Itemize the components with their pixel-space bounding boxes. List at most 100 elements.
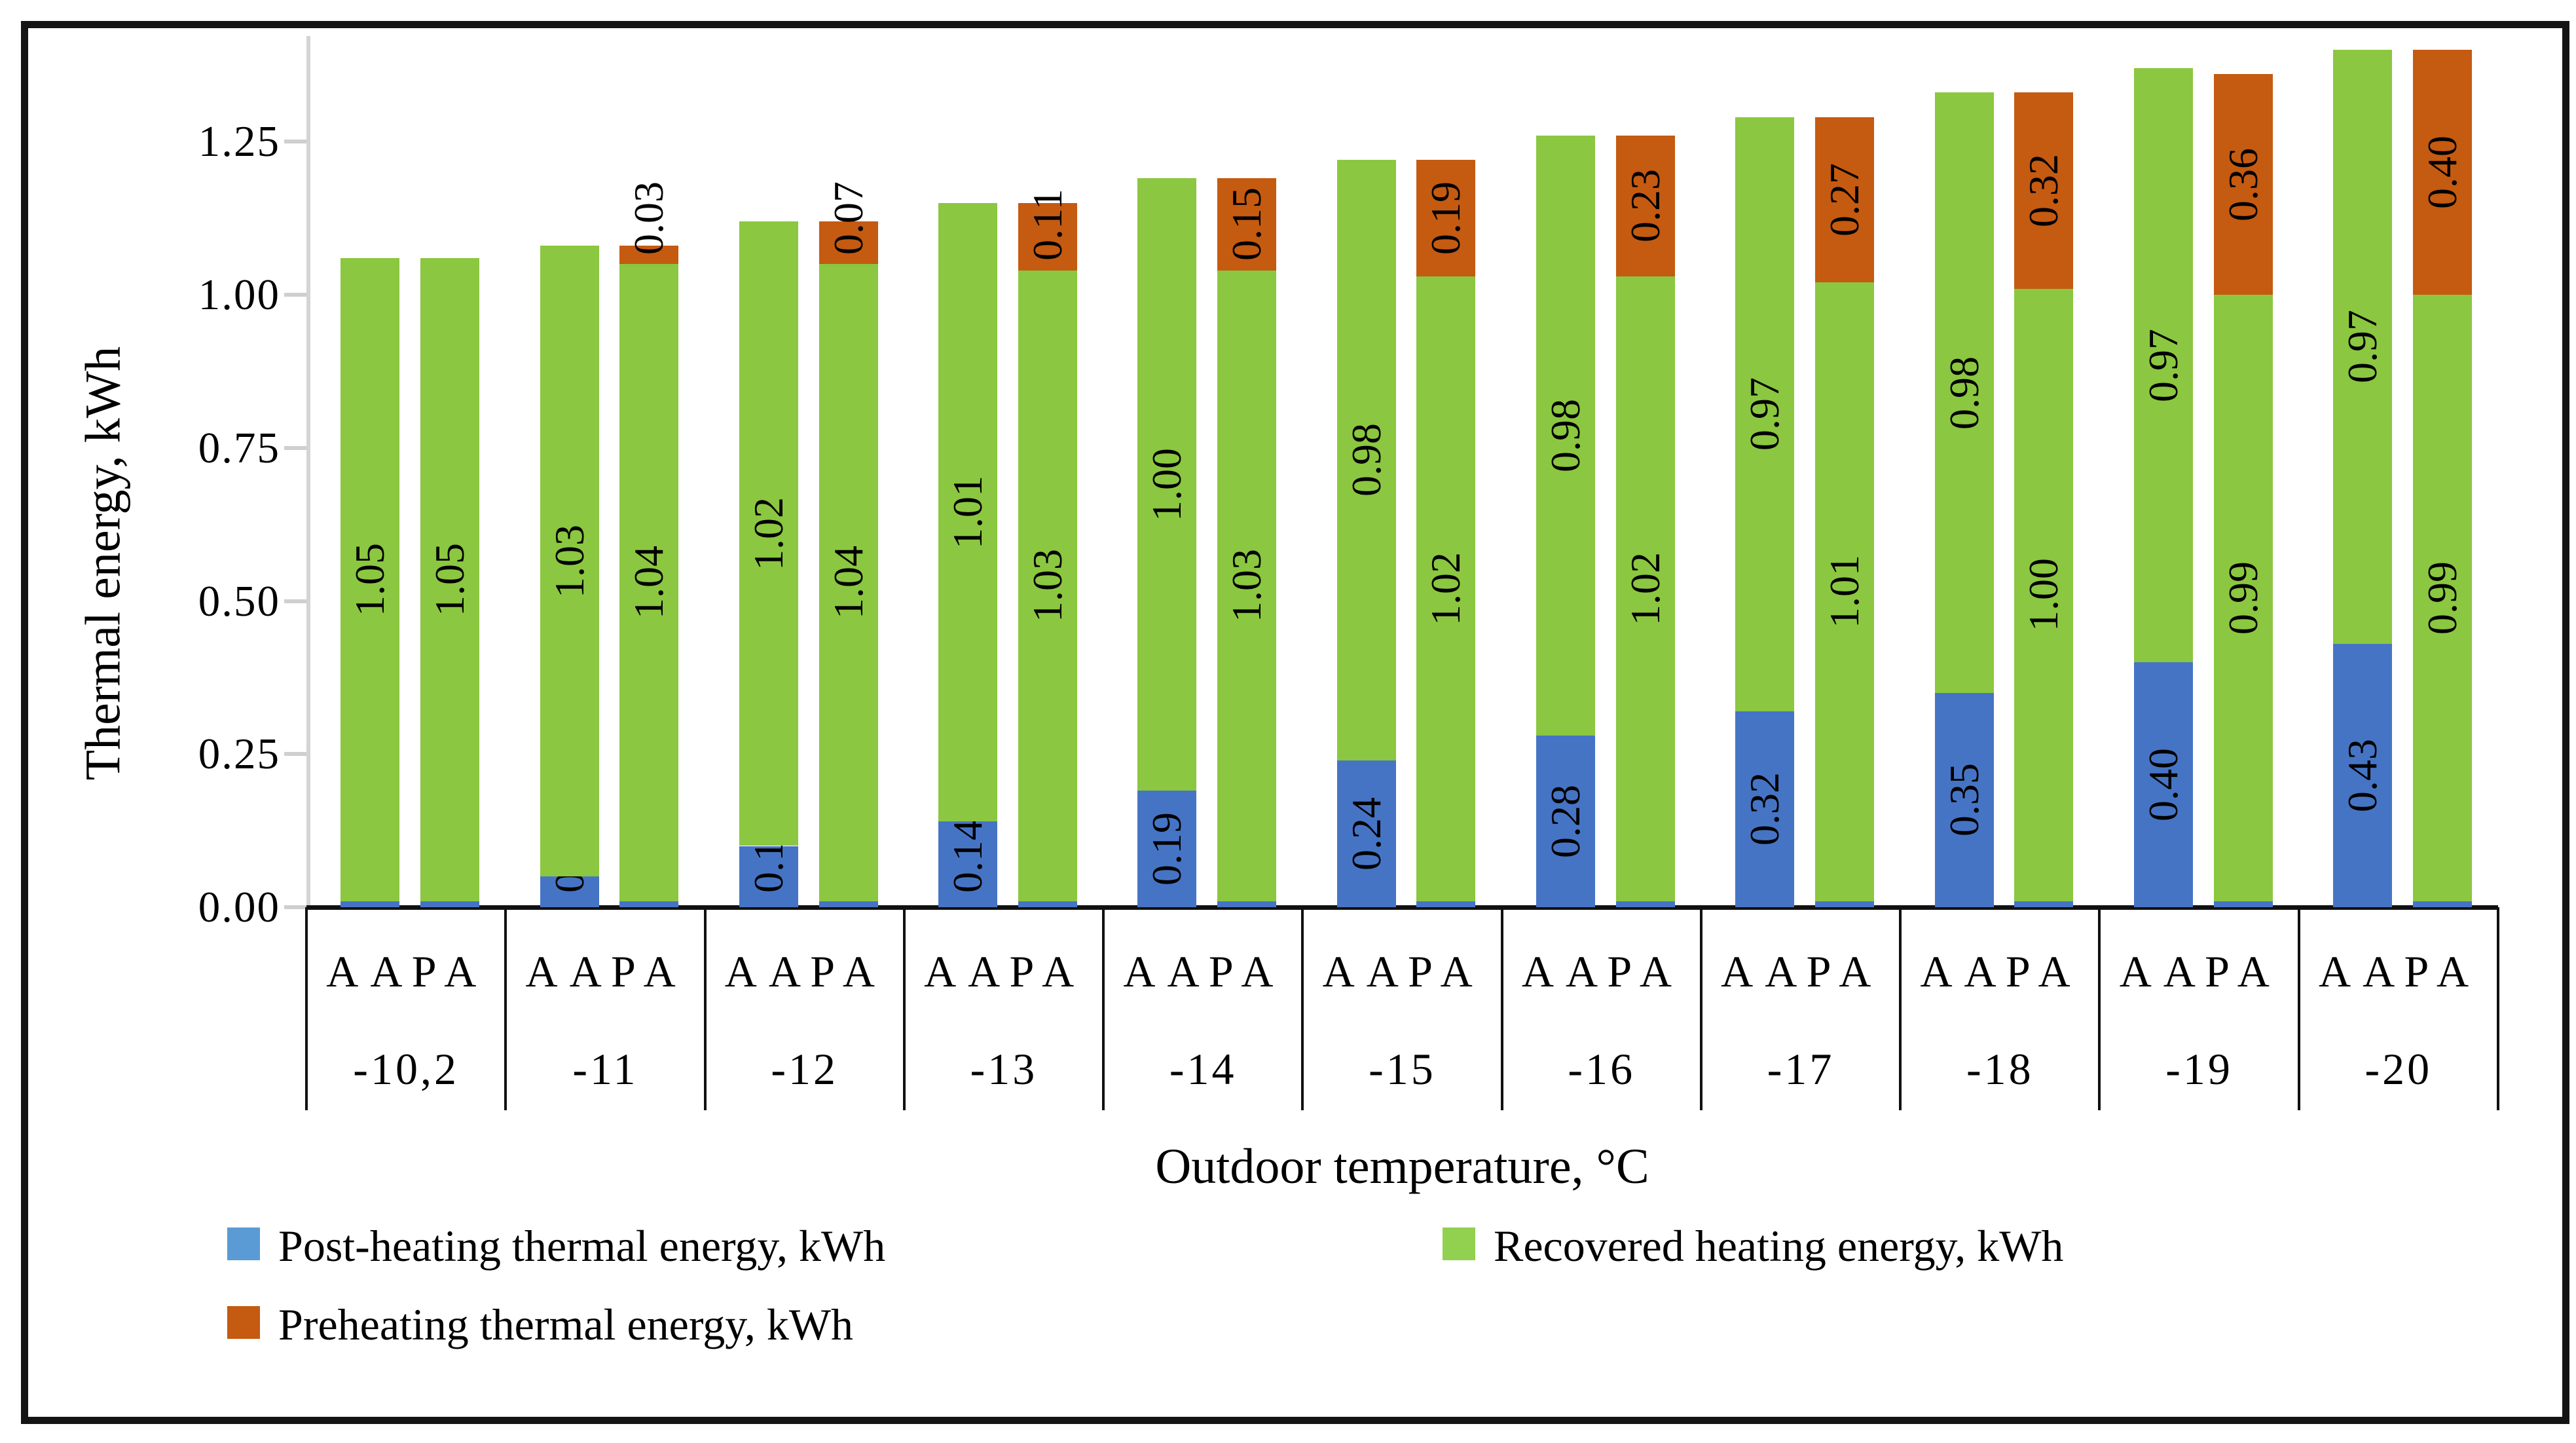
bar-segment-recovered <box>2412 295 2472 901</box>
bar-segment-recovered <box>1536 135 1595 736</box>
bar-value-label: 1.00 <box>2020 558 2067 632</box>
bar-segment-recovered <box>2213 295 2273 901</box>
bar-segment-post-heating <box>2014 901 2074 907</box>
y-tick-label: 1.25 <box>198 117 280 166</box>
bar-segment-post-heating <box>619 901 679 907</box>
bar-value-label: 0.14 <box>944 819 991 893</box>
bar-segment-recovered <box>1137 178 1197 791</box>
bar-value-label: 0.97 <box>2339 310 2386 384</box>
category-separator <box>1500 907 1503 1110</box>
subcategory-label-aa: AA <box>326 946 414 996</box>
bar-value-label: 1.00 <box>1143 447 1190 521</box>
category-separator <box>2497 907 2499 1110</box>
bar-value-label: 1.01 <box>944 475 991 549</box>
category-separator <box>305 907 308 1110</box>
bar-segment-recovered <box>1814 282 1874 901</box>
subcategory-label-pa: PA <box>2404 946 2481 996</box>
category-label: -12 <box>771 1044 838 1094</box>
bar-segment-recovered <box>1934 92 1994 693</box>
legend-swatch-recovered <box>1443 1227 1475 1260</box>
subcategory-label-pa: PA <box>1208 946 1285 996</box>
category-label: -16 <box>1568 1044 1636 1094</box>
bar-value-label: 0.97 <box>1741 377 1788 451</box>
category-separator <box>2098 907 2101 1110</box>
bar-segment-recovered <box>1018 270 1077 901</box>
bar-value-label: 1.03 <box>1023 549 1071 623</box>
subcategory-label-aa: AA <box>525 946 614 996</box>
category-label: -10,2 <box>353 1044 459 1094</box>
subcategory-label-pa: PA <box>1009 946 1086 996</box>
y-tick-label: 0.25 <box>198 730 280 779</box>
bar-segment-post-heating <box>1536 736 1595 907</box>
bar-segment-preheating <box>2213 74 2273 295</box>
bar-value-label: 1.01 <box>1820 555 1868 629</box>
bar-value-label: 0.24 <box>1342 796 1389 871</box>
legend-label-recovered: Recovered heating energy, kWh <box>1494 1221 2064 1271</box>
bar-value-label: 1.03 <box>545 524 593 598</box>
subcategory-label-pa: PA <box>1806 946 1883 996</box>
subcategory-label-aa: AA <box>1123 946 1211 996</box>
subcategory-label-aa: AA <box>2318 946 2407 996</box>
bar-value-label: 0.19 <box>1143 812 1190 886</box>
y-axis-tick <box>284 752 306 757</box>
category-label: -11 <box>572 1044 638 1094</box>
bar-segment-post-heating <box>938 821 998 907</box>
bar-value-label: 1.04 <box>625 546 672 620</box>
bar-segment-post-heating <box>1814 901 1874 907</box>
category-separator <box>902 907 906 1110</box>
bar-value-label: 0.98 <box>1542 399 1589 473</box>
category-separator <box>504 907 507 1110</box>
bar-segment-post-heating <box>1217 901 1277 907</box>
x-axis-line <box>306 905 2498 910</box>
subcategory-label-aa: AA <box>724 946 813 996</box>
bar-segment-post-heating <box>540 876 599 907</box>
bar-segment-post-heating <box>2213 901 2273 907</box>
subcategory-label-aa: AA <box>1920 946 2008 996</box>
bar-segment-post-heating <box>1416 901 1476 907</box>
bar-segment-preheating <box>1018 202 1077 271</box>
bar-segment-post-heating <box>420 901 480 907</box>
subcategory-label-aa: AA <box>1521 946 1610 996</box>
bar-value-label: 0.35 <box>1940 763 1987 837</box>
legend-swatch-preheating <box>227 1306 260 1339</box>
x-axis-title: Outdoor temperature, °C <box>1155 1139 1649 1194</box>
bar-segment-recovered <box>2014 288 2074 901</box>
category-label: -17 <box>1767 1044 1835 1094</box>
bar-segment-recovered <box>420 257 480 901</box>
bar-segment-recovered <box>1416 276 1476 901</box>
bar-value-label: 1.02 <box>1422 552 1469 626</box>
category-label: -20 <box>2364 1044 2433 1094</box>
bar-segment-post-heating <box>1735 711 1795 907</box>
bar-value-label: 1.02 <box>1621 552 1668 626</box>
bar-value-label: 0.40 <box>2139 748 2186 821</box>
subcategory-label-aa: AA <box>924 946 1012 996</box>
bar-segment-post-heating <box>819 901 878 907</box>
bar-value-label: 0.32 <box>2020 154 2067 228</box>
y-axis-line <box>306 36 310 907</box>
category-label: -13 <box>970 1044 1038 1094</box>
bar-value-label: 0.19 <box>1422 181 1469 255</box>
bar-value-label: 0.97 <box>2139 328 2186 402</box>
category-separator <box>1699 907 1702 1110</box>
bar-segment-preheating <box>619 246 679 265</box>
y-tick-label: 1.00 <box>198 271 280 319</box>
bar-segment-post-heating <box>739 846 798 907</box>
bar-segment-recovered <box>739 221 798 846</box>
subcategory-label-pa: PA <box>1408 946 1484 996</box>
bar-segment-post-heating <box>1934 692 1994 907</box>
bar-segment-preheating <box>1416 160 1476 276</box>
bar-value-label: 0.03 <box>625 181 672 255</box>
subcategory-label-aa: AA <box>1721 946 1809 996</box>
category-separator <box>703 907 707 1110</box>
bar-segment-post-heating <box>2412 901 2472 907</box>
bar-segment-post-heating <box>1336 760 1396 907</box>
category-label: -15 <box>1369 1044 1436 1094</box>
bar-value-label: 0.98 <box>1940 356 1987 430</box>
bar-value-label: 0.99 <box>2418 561 2465 635</box>
bar-segment-preheating <box>1814 117 1874 283</box>
bar-value-label: 1.02 <box>745 497 792 571</box>
bar-segment-preheating <box>2014 92 2074 289</box>
bar-segment-preheating <box>1217 178 1277 271</box>
subcategory-label-pa: PA <box>2205 946 2281 996</box>
